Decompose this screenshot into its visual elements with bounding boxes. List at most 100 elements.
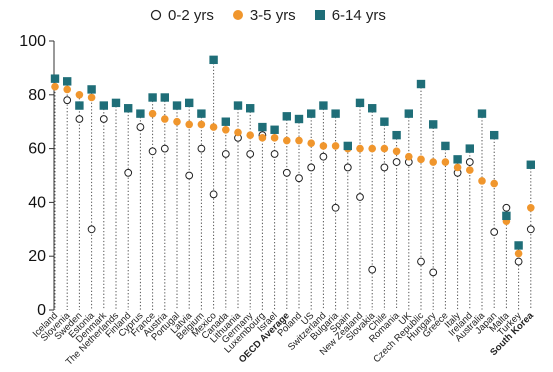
- data-point-6-14: [526, 160, 535, 169]
- data-point-6-14: [307, 109, 316, 118]
- data-point-0-2: [429, 268, 438, 277]
- data-point-3-5: [478, 177, 486, 185]
- data-point-0-2: [63, 96, 72, 105]
- data-point-0-2: [514, 257, 523, 266]
- data-point-6-14: [233, 101, 243, 110]
- data-point-6-14: [136, 109, 145, 118]
- data-point-6-14: [465, 144, 474, 153]
- data-point-0-2: [417, 257, 425, 266]
- data-point-3-5: [514, 249, 523, 258]
- data-point-6-14: [368, 104, 377, 113]
- data-point-0-2: [380, 163, 389, 172]
- data-point-3-5: [453, 163, 462, 172]
- data-point-0-2: [160, 144, 169, 153]
- legend-label-0-2: 0-2 yrs: [168, 6, 214, 24]
- data-point-3-5: [380, 144, 389, 153]
- data-point-0-2: [307, 163, 316, 172]
- y-tick-label: 80: [28, 87, 46, 104]
- data-point-0-2: [197, 144, 206, 153]
- data-point-6-14: [148, 93, 157, 102]
- data-point-0-2: [368, 265, 377, 274]
- data-point-0-2: [490, 228, 499, 236]
- legend-item-6-14: 6-14 yrs: [314, 7, 386, 24]
- data-point-6-14: [282, 112, 291, 121]
- data-point-6-14: [514, 241, 523, 250]
- data-point-3-5: [148, 109, 157, 118]
- data-point-6-14: [87, 85, 96, 94]
- y-tick-label: 60: [28, 141, 46, 158]
- data-point-6-14: [160, 93, 169, 102]
- chart-legend: 0-2 yrs 3-5 yrs 6-14 yrs: [150, 4, 386, 26]
- data-point-6-14: [331, 109, 340, 118]
- data-point-0-2: [185, 171, 194, 180]
- data-point-0-2: [87, 225, 96, 234]
- data-point-3-5: [295, 136, 303, 145]
- data-point-0-2: [270, 150, 279, 158]
- legend-label-6-14: 6-14 yrs: [331, 6, 386, 24]
- data-point-6-14: [453, 155, 462, 164]
- data-point-3-5: [441, 158, 450, 166]
- square-marker-icon: [314, 10, 325, 20]
- y-tick-label: 20: [28, 248, 46, 265]
- data-point-6-14: [477, 109, 487, 118]
- data-point-0-2: [343, 163, 352, 172]
- data-point-6-14: [392, 130, 401, 140]
- data-point-6-14: [221, 117, 230, 126]
- data-point-6-14: [197, 109, 206, 118]
- data-point-3-5: [63, 85, 71, 94]
- data-point-3-5: [283, 136, 291, 145]
- data-point-0-2: [209, 190, 218, 199]
- data-point-6-14: [50, 74, 60, 83]
- data-point-3-5: [405, 152, 413, 161]
- data-point-0-2: [246, 150, 255, 158]
- data-point-6-14: [355, 98, 365, 108]
- data-point-3-5: [246, 131, 254, 139]
- data-point-6-14: [490, 130, 499, 140]
- data-point-3-5: [307, 139, 316, 148]
- data-point-3-5: [75, 91, 84, 99]
- filled-circle-marker-icon: [232, 10, 243, 20]
- y-tick-label: 40: [28, 194, 46, 211]
- data-point-0-2: [136, 123, 145, 131]
- data-point-0-2: [295, 174, 303, 183]
- data-point-0-2: [356, 193, 364, 201]
- data-point-3-5: [222, 125, 230, 134]
- data-point-6-14: [258, 122, 267, 132]
- data-point-0-2: [124, 168, 133, 177]
- data-point-3-5: [270, 134, 279, 142]
- data-point-0-2: [502, 203, 511, 212]
- legend-item-3-5: 3-5 yrs: [232, 7, 296, 24]
- data-point-6-14: [246, 104, 255, 113]
- data-point-6-14: [99, 101, 108, 110]
- data-point-6-14: [294, 114, 304, 124]
- data-point-6-14: [63, 77, 72, 86]
- legend-item-0-2: 0-2 yrs: [150, 7, 214, 24]
- data-point-3-5: [331, 142, 340, 150]
- legend-label-3-5: 3-5 yrs: [249, 6, 296, 24]
- data-point-3-5: [51, 82, 59, 91]
- data-point-6-14: [343, 141, 352, 151]
- data-point-3-5: [258, 134, 267, 142]
- y-tick-label: 100: [19, 33, 46, 50]
- data-point-3-5: [197, 120, 206, 129]
- data-point-6-14: [441, 141, 450, 151]
- data-point-3-5: [429, 158, 438, 166]
- data-point-3-5: [185, 120, 193, 129]
- data-point-3-5: [490, 179, 499, 188]
- data-point-0-2: [99, 115, 108, 123]
- data-point-0-2: [465, 158, 474, 166]
- data-point-3-5: [466, 166, 474, 174]
- data-point-6-14: [124, 104, 133, 113]
- data-point-0-2: [148, 147, 157, 156]
- data-point-6-14: [380, 117, 389, 126]
- data-point-3-5: [173, 117, 181, 126]
- data-point-6-14: [270, 125, 279, 134]
- data-point-6-14: [502, 211, 511, 221]
- data-point-3-5: [234, 128, 242, 137]
- data-point-6-14: [209, 55, 218, 65]
- data-point-0-2: [75, 115, 84, 123]
- data-point-3-5: [209, 123, 218, 131]
- data-point-6-14: [185, 98, 194, 108]
- data-point-6-14: [429, 120, 438, 129]
- data-point-3-5: [417, 155, 425, 164]
